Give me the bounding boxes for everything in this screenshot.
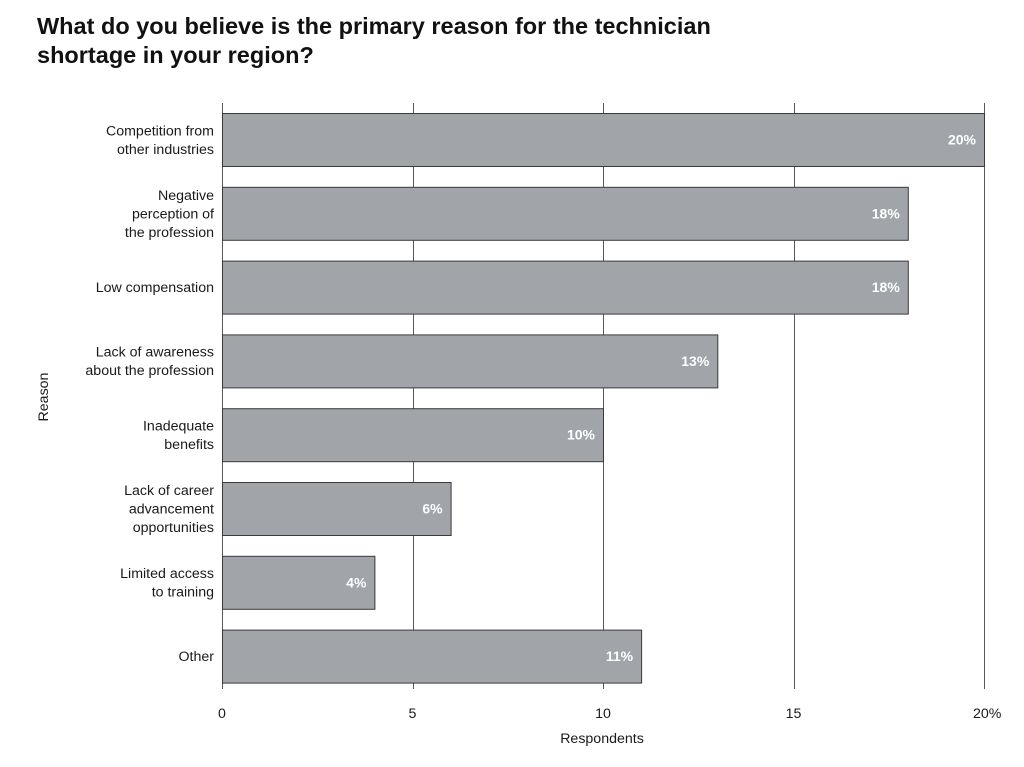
y-axis-title: Reason: [36, 373, 52, 422]
x-tick-label: 5: [409, 706, 417, 722]
category-labels: Competition from other industries Negative…: [85, 123, 214, 665]
x-tick-label: 20%: [973, 706, 1002, 722]
category-label: Other: [179, 649, 215, 665]
category-label: Lack of career advancement opportunities: [124, 483, 214, 536]
data-label: 11%: [606, 648, 634, 664]
bars: [222, 113, 985, 684]
data-label: 10%: [567, 427, 596, 443]
category-label: Inadequate benefits: [143, 418, 214, 453]
bar: [222, 482, 452, 536]
category-label: Negative perception of the profession: [125, 188, 214, 241]
bar: [222, 629, 643, 684]
x-tick-label: 15: [786, 706, 802, 722]
category-label: Limited access to training: [120, 566, 214, 601]
category-label: Low compensation: [96, 280, 214, 296]
data-label: 4%: [346, 574, 367, 590]
bar: [222, 186, 909, 241]
bar: [222, 408, 604, 463]
bar: [222, 113, 985, 167]
x-tick-label: 0: [218, 706, 226, 722]
bar: [222, 555, 376, 610]
data-label: 13%: [681, 353, 710, 369]
x-axis-title: Respondents: [560, 731, 644, 747]
bar: [222, 260, 909, 315]
category-label: Lack of awareness about the profession: [85, 345, 214, 380]
x-tick-labels: 0 5 10 15 20%: [218, 706, 1002, 722]
data-label: 6%: [422, 501, 443, 517]
data-label: 20%: [948, 132, 977, 148]
bar: [222, 334, 719, 389]
x-tick-label: 10: [595, 706, 611, 722]
data-labels: 20% 18% 18% 13% 10% 6% 4% 11%: [346, 132, 976, 665]
data-label: 18%: [872, 205, 901, 221]
data-label: 18%: [872, 279, 901, 295]
category-label: Competition from other industries: [106, 123, 214, 158]
chart-title: What do you believe is the primary reaso…: [37, 13, 711, 68]
